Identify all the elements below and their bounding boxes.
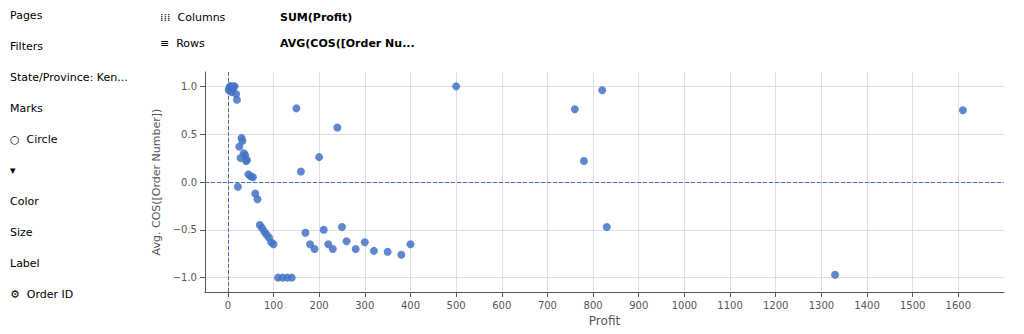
svg-text:600: 600 [492, 300, 511, 311]
svg-text:1400: 1400 [854, 300, 879, 311]
svg-text:200: 200 [310, 300, 329, 311]
svg-text:900: 900 [629, 300, 648, 311]
svg-text:−1.0: −1.0 [173, 272, 197, 283]
svg-text:Avg. COS([Order Number]): Avg. COS([Order Number]) [150, 109, 163, 256]
svg-text:300: 300 [355, 300, 374, 311]
svg-text:Marks: Marks [10, 102, 43, 115]
svg-text:500: 500 [447, 300, 466, 311]
svg-text:100: 100 [264, 300, 283, 311]
svg-text:1100: 1100 [717, 300, 742, 311]
svg-text:State/Province: Ken...: State/Province: Ken... [10, 71, 128, 84]
svg-text:0.5: 0.5 [181, 129, 197, 140]
svg-text:Pages: Pages [10, 9, 43, 22]
svg-text:−0.5: −0.5 [173, 224, 197, 235]
svg-text:1200: 1200 [763, 300, 788, 311]
svg-text:Label: Label [10, 257, 40, 270]
svg-text:0: 0 [225, 300, 231, 311]
svg-text:Profit: Profit [589, 314, 621, 328]
svg-text:≡ Rows: ≡ Rows [160, 37, 205, 50]
svg-text:AVG(COS([Order Nu...: AVG(COS([Order Nu... [280, 37, 415, 50]
svg-text:1500: 1500 [900, 300, 925, 311]
svg-text:Color: Color [10, 195, 39, 208]
svg-text:800: 800 [584, 300, 603, 311]
svg-text:⁞⁞⁞ Columns: ⁞⁞⁞ Columns [160, 11, 226, 24]
svg-text:Size: Size [10, 226, 33, 239]
svg-text:⚙ Order ID: ⚙ Order ID [10, 288, 73, 301]
svg-text:Filters: Filters [10, 40, 43, 53]
svg-text:1.0: 1.0 [181, 81, 197, 92]
svg-text:○ Circle: ○ Circle [10, 133, 58, 146]
svg-text:1300: 1300 [809, 300, 834, 311]
svg-text:1000: 1000 [672, 300, 697, 311]
svg-text:700: 700 [538, 300, 557, 311]
svg-text:1600: 1600 [946, 300, 971, 311]
svg-text:SUM(Profit): SUM(Profit) [280, 11, 352, 24]
svg-text:▾: ▾ [10, 164, 16, 177]
svg-text:0.0: 0.0 [181, 177, 197, 188]
svg-text:400: 400 [401, 300, 420, 311]
